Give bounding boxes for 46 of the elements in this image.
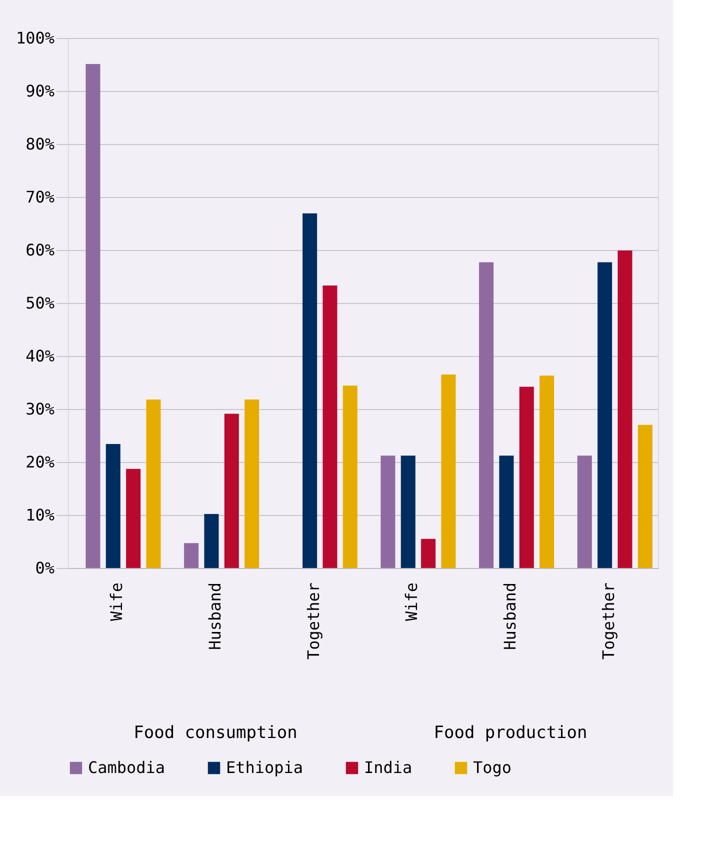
bar [519, 386, 534, 568]
text: Food consumption [134, 723, 298, 743]
bar [380, 456, 396, 568]
bar [540, 376, 554, 568]
bar [598, 262, 612, 568]
y-tick-label: 50% [26, 294, 55, 312]
x-tick-label: Wife [107, 582, 126, 622]
bar [224, 414, 239, 568]
legend-label: Cambodia [88, 758, 166, 777]
y-tick-label: 10% [26, 506, 55, 524]
bar [499, 456, 514, 568]
y-tick-label: 60% [26, 240, 55, 260]
x-tick-label: Wife [402, 582, 422, 622]
x-tick-label: Husband [206, 582, 224, 650]
y-tick-label: 100% [16, 28, 55, 48]
bar [244, 399, 260, 568]
bar [577, 456, 592, 568]
bar [618, 250, 632, 568]
bar [322, 286, 338, 568]
y-tick-label: 40% [26, 346, 55, 366]
bar [184, 543, 199, 568]
x-tick-label: Together [304, 582, 323, 660]
bar [106, 444, 120, 568]
bar [400, 456, 416, 568]
bar [86, 64, 100, 568]
y-tick-label: 80% [26, 134, 55, 154]
bar [479, 262, 494, 568]
bar [441, 374, 456, 568]
legend-label: India [364, 758, 412, 777]
bar [421, 538, 436, 568]
bar [204, 514, 219, 568]
legend-label: Togo [473, 758, 512, 777]
y-tick-label: 0% [35, 558, 55, 578]
text: Food production [434, 723, 588, 743]
legend-label: Ethiopia [226, 758, 304, 777]
y-tick-label: 90% [26, 82, 55, 100]
bar [146, 399, 161, 568]
y-tick-label: 20% [26, 452, 55, 472]
bar [342, 386, 358, 568]
bar [126, 468, 141, 568]
bar [638, 424, 652, 568]
x-tick-label: Husband [500, 582, 520, 650]
x-tick-label: Together [598, 582, 618, 660]
y-tick-label: 30% [26, 400, 55, 418]
y-tick-label: 70% [26, 188, 55, 206]
bar [302, 213, 318, 568]
